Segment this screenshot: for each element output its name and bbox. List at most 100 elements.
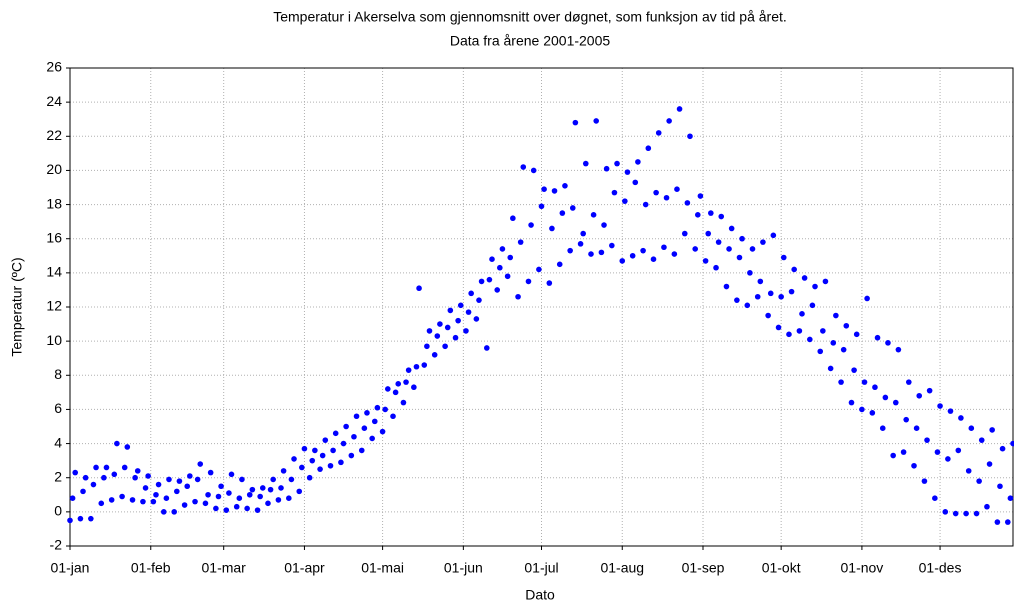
data-point [489, 256, 495, 263]
data-point [645, 145, 652, 152]
data-point [799, 311, 805, 317]
data-point [358, 447, 365, 454]
data-point [757, 278, 764, 285]
data-point [853, 331, 860, 338]
data-point [749, 246, 756, 252]
data-point [403, 379, 409, 385]
data-point [916, 392, 923, 399]
data-point [590, 212, 597, 218]
data-point [288, 476, 295, 483]
data-point [473, 316, 480, 322]
data-point [635, 159, 641, 165]
data-point [254, 507, 261, 513]
data-point [559, 210, 566, 216]
x-tick-label: 01-jul [524, 560, 558, 576]
data-point [556, 261, 563, 268]
data-point [650, 256, 657, 263]
data-point [465, 309, 472, 315]
data-point [601, 222, 607, 228]
data-point [994, 519, 1001, 525]
x-tick-label: 01-mai [361, 560, 404, 576]
data-point [775, 324, 782, 331]
data-point [903, 416, 909, 423]
data-point [121, 464, 128, 471]
data-point [525, 278, 532, 285]
data-point [569, 205, 576, 211]
data-point [437, 321, 443, 327]
data-point [515, 293, 521, 300]
data-point [549, 225, 555, 232]
data-point [718, 213, 725, 220]
data-point [801, 275, 808, 281]
data-point [400, 399, 407, 406]
data-point [786, 331, 792, 338]
data-point [517, 239, 524, 245]
data-point [385, 386, 391, 392]
data-point [708, 210, 714, 216]
y-tick-label: 4 [54, 434, 62, 450]
x-axis-label: Dato [525, 587, 555, 603]
data-point [327, 462, 334, 469]
data-point [187, 473, 193, 479]
data-point [379, 428, 386, 435]
data-point [934, 449, 941, 455]
data-point [452, 334, 459, 341]
data-point [233, 503, 240, 510]
data-point [747, 270, 753, 276]
data-point [246, 491, 253, 498]
data-point [817, 348, 824, 355]
data-point [734, 297, 740, 303]
data-point [796, 328, 803, 334]
data-point [286, 495, 292, 502]
data-point [546, 280, 553, 286]
data-point [892, 399, 899, 406]
data-point [684, 200, 691, 206]
data-point [129, 497, 136, 503]
data-point [249, 486, 256, 493]
data-point [827, 365, 834, 372]
x-tick-label: 01-des [919, 560, 962, 576]
x-tick-label: 01-jan [51, 560, 90, 576]
data-point [833, 312, 839, 319]
data-point [895, 346, 902, 353]
data-point [424, 343, 430, 350]
data-point [215, 493, 222, 500]
data-point [864, 295, 870, 302]
data-point [882, 394, 889, 401]
data-point [629, 252, 636, 259]
data-point [692, 246, 698, 252]
data-point [468, 290, 474, 297]
data-point [244, 505, 250, 512]
data-point [140, 498, 146, 505]
data-point [598, 249, 605, 256]
y-tick-label: 26 [46, 59, 62, 75]
data-point [885, 340, 891, 346]
data-point [434, 333, 441, 339]
data-point [986, 461, 993, 467]
data-point [499, 246, 506, 252]
data-point [371, 418, 378, 425]
data-point [93, 464, 99, 471]
y-tick-label: 22 [46, 127, 62, 143]
data-point [739, 235, 745, 242]
data-point [694, 212, 701, 218]
data-point [197, 461, 204, 467]
data-point [911, 462, 917, 469]
data-point [624, 169, 631, 175]
data-point [101, 474, 107, 481]
data-point [681, 230, 688, 237]
data-point [319, 452, 326, 459]
data-point [184, 483, 191, 490]
data-point [265, 500, 271, 507]
data-point [812, 283, 818, 290]
x-tick-label: 01-mar [202, 560, 247, 576]
data-point [392, 389, 399, 396]
data-point [963, 510, 969, 517]
data-point [674, 186, 680, 193]
data-point [296, 488, 303, 495]
data-point [309, 457, 316, 464]
data-point [661, 244, 667, 251]
data-point [497, 264, 503, 271]
x-tick-label: 01-jun [444, 560, 483, 576]
data-point [444, 324, 451, 331]
